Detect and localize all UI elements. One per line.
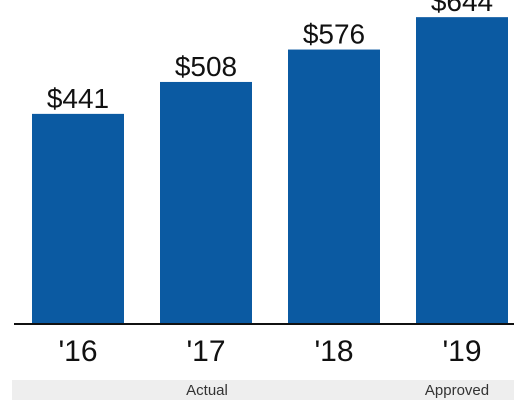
x-tick-label-0: '16: [58, 335, 97, 368]
bar-1: [160, 81, 252, 324]
bar-2: [288, 49, 380, 324]
group-label-0: Actual: [186, 382, 228, 399]
x-tick-labels: '16 '17 '18 '19: [58, 335, 481, 368]
value-label-3: $644: [431, 0, 493, 17]
value-label-0: $441: [47, 83, 109, 114]
bars: [32, 17, 508, 325]
group-label-1: Approved: [425, 382, 489, 399]
group-labels: Actual Approved: [186, 382, 489, 399]
group-bands: [12, 380, 514, 400]
x-tick-label-2: '18: [314, 335, 353, 368]
bar-3: [416, 17, 508, 324]
value-labels: $441 $508 $576 $644: [47, 0, 493, 114]
group-band-1: [400, 380, 514, 400]
value-label-1: $508: [175, 51, 237, 82]
value-label-2: $576: [303, 19, 365, 50]
bar-0: [32, 113, 124, 325]
x-tick-label-1: '17: [186, 335, 225, 368]
group-band-0: [12, 380, 402, 400]
x-tick-label-3: '19: [442, 335, 481, 368]
